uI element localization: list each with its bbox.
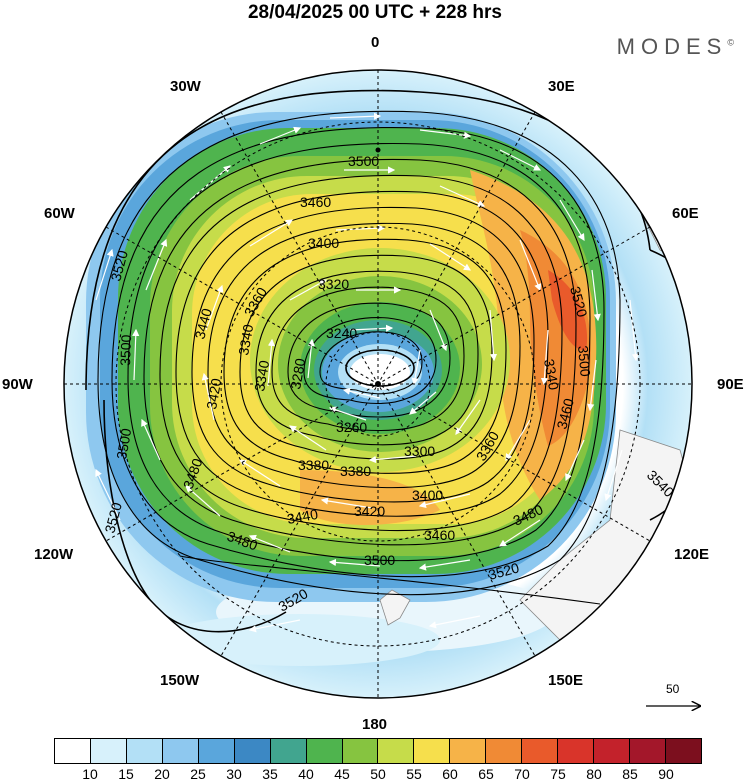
contour-label: 3460: [300, 194, 331, 210]
colorbar-tick-label: 90: [658, 766, 674, 782]
contour-label: 3500: [575, 345, 594, 378]
brand-name: MODES: [616, 34, 728, 59]
colorbar-swatch: [90, 739, 127, 763]
colorbar-swatch: [486, 739, 523, 763]
contour-label: 3500: [364, 552, 395, 568]
colorbar-swatch: [306, 739, 343, 763]
brand-logo: MODES©: [617, 34, 734, 60]
lon-label-180: 180: [362, 716, 388, 733]
colorbar-swatch: [198, 739, 235, 763]
colorbar-swatch: [162, 739, 199, 763]
colorbar-tick-label: 80: [586, 766, 602, 782]
contour-label: 3460: [424, 527, 455, 543]
contour-label: 3340: [541, 358, 562, 392]
lon-label-90w: 90W: [2, 376, 33, 393]
colorbar-tick-label: 30: [226, 766, 242, 782]
colorbar-swatch: [126, 739, 163, 763]
colorbar-tick-label: 85: [622, 766, 638, 782]
colorbar-swatch: [450, 739, 487, 763]
colorbar-swatch: [378, 739, 415, 763]
reference-vector-label: 50: [666, 682, 680, 696]
colorbar-swatch: [558, 739, 595, 763]
colorbar-swatch: [594, 739, 630, 763]
colorbar-swatch: [414, 739, 451, 763]
contour-label: 3500: [113, 427, 134, 461]
map-boundary: [63, 69, 693, 699]
colorbar-tick-label: 20: [154, 766, 170, 782]
lon-label-90e: 90E: [717, 376, 744, 393]
colorbar-tick-label: 70: [514, 766, 530, 782]
contour-label: 3420: [354, 503, 385, 519]
contour-label: 3380: [340, 463, 371, 479]
contour-label: 3340: [251, 359, 272, 393]
colorbar-tick-label: 75: [550, 766, 566, 782]
lon-label-60e: 60E: [672, 205, 699, 222]
lon-label-120w: 120W: [34, 546, 74, 563]
colorbar-tick-label: 40: [298, 766, 314, 782]
height-contours: [85, 89, 692, 633]
colorbar-swatch: [234, 739, 271, 763]
colorbar-tick-label: 15: [118, 766, 134, 782]
colorbar-tick-label: 25: [190, 766, 206, 782]
contour-label: 3340: [235, 323, 256, 357]
lon-label-30e: 30E: [548, 78, 575, 95]
colorbar-tick-label: 65: [478, 766, 494, 782]
lon-label-150e: 150E: [548, 672, 584, 689]
contour-label: 3280: [287, 357, 308, 391]
copyright-mark: ©: [727, 37, 734, 48]
contour-label: 3500: [117, 334, 134, 366]
contour-label: 3300: [404, 443, 435, 459]
contour-label: 3320: [318, 276, 349, 292]
contour-label: 3440: [286, 506, 320, 527]
colorbar-tick-label: 35: [262, 766, 278, 782]
lon-label-0: 0: [371, 34, 380, 51]
lon-label-30w: 30W: [170, 78, 201, 95]
colorbar-swatch: [342, 739, 379, 763]
colorbar-tick-label: 50: [370, 766, 386, 782]
contour-label: 3500: [348, 153, 379, 169]
contour-label: 3440: [191, 306, 215, 340]
contour-labels-extra: 3340 3520: [235, 285, 590, 357]
colorbar-swatch: [55, 739, 91, 763]
contour-label: 3240: [326, 325, 357, 341]
colorbar-swatch: [665, 739, 701, 763]
colorbar-tick-label: 55: [406, 766, 422, 782]
contour-label: 3520: [101, 500, 125, 534]
colorbar-tick-label: 10: [82, 766, 98, 782]
contour-label: 3520: [487, 559, 521, 583]
colorbar: [54, 738, 702, 764]
contour-label: 3400: [308, 235, 339, 251]
colorbar-tick-label: 60: [442, 766, 458, 782]
colorbar-swatch: [630, 739, 666, 763]
pole-marker-north: [375, 147, 381, 153]
wind-streamlines: [95, 112, 639, 633]
colorbar-tick-label: 45: [334, 766, 350, 782]
contour-label: 3460: [553, 396, 577, 430]
contour-label: 3380: [298, 457, 329, 473]
pole-marker: [375, 381, 381, 387]
colorbar-swatch: [522, 739, 559, 763]
contour-label: 3400: [412, 487, 443, 503]
contour-label: 3260: [336, 419, 367, 435]
lon-label-60w: 60W: [44, 205, 75, 222]
lon-label-150w: 150W: [160, 672, 200, 689]
contour-label: 3420: [203, 377, 224, 411]
contour-label: 3520: [107, 248, 131, 282]
colorbar-swatch: [270, 739, 307, 763]
chart-title: 28/04/2025 00 UTC + 228 hrs: [247, 2, 503, 23]
lon-label-120e: 120E: [674, 546, 710, 563]
colorbar-ticks: 10 15 20 25 30 35 40 45 50 55 60 65 70 75 80 85 90: [54, 766, 702, 782]
contour-label: 3520: [567, 285, 591, 319]
